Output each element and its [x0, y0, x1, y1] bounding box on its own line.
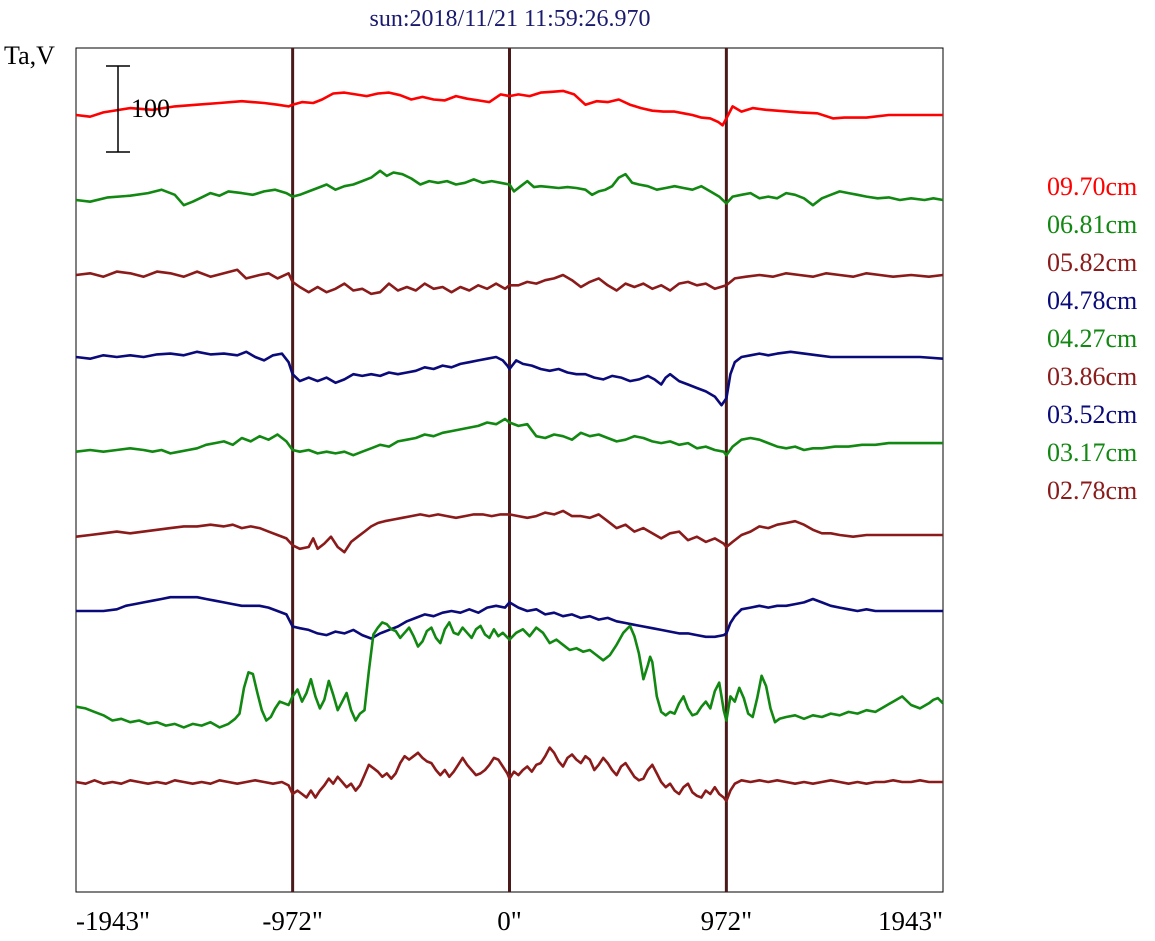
series-line-05.82cm	[75, 268, 944, 296]
vertical-markers	[291, 48, 728, 892]
scale-bar: 100	[106, 65, 170, 153]
legend: 09.70cm 06.81cm 05.82cm 04.78cm 04.27cm 03.86…	[1047, 172, 1137, 505]
x-tick-labels: -1943" -972" 0" 972" 1943"	[76, 906, 943, 936]
series-line-04.78cm	[75, 350, 944, 407]
y-axis-label: Ta,V	[4, 41, 55, 70]
legend-item-04.27cm: 04.27cm	[1047, 324, 1137, 353]
x-tick-label-0: -1943"	[76, 906, 150, 936]
legend-item-09.70cm: 09.70cm	[1047, 172, 1137, 201]
x-tick-label-4: 1943"	[878, 906, 943, 936]
series-line-03.86cm	[75, 509, 943, 554]
legend-item-06.81cm: 06.81cm	[1047, 210, 1137, 239]
chart-title: sun:2018/11/21 11:59:26.970	[370, 6, 651, 32]
scale-bar-label: 100	[131, 94, 170, 123]
series-line-03.17cm	[75, 621, 944, 729]
series-line-09.70cm	[75, 89, 943, 127]
x-tick-label-2: 0"	[497, 906, 522, 936]
x-tick-label-1: -972"	[262, 906, 323, 936]
legend-item-03.52cm: 03.52cm	[1047, 400, 1137, 429]
legend-item-03.17cm: 03.17cm	[1047, 438, 1137, 467]
series-line-03.52cm	[76, 595, 943, 640]
series-line-06.81cm	[75, 169, 944, 207]
series-line-02.78cm	[75, 746, 943, 803]
legend-item-04.78cm: 04.78cm	[1047, 286, 1137, 315]
legend-item-03.86cm: 03.86cm	[1047, 362, 1137, 391]
series-line-04.27cm	[75, 417, 943, 457]
x-tick-label-3: 972"	[701, 906, 753, 936]
legend-item-02.78cm: 02.78cm	[1047, 476, 1137, 505]
legend-item-05.82cm: 05.82cm	[1047, 248, 1137, 277]
series-lines	[75, 89, 944, 803]
